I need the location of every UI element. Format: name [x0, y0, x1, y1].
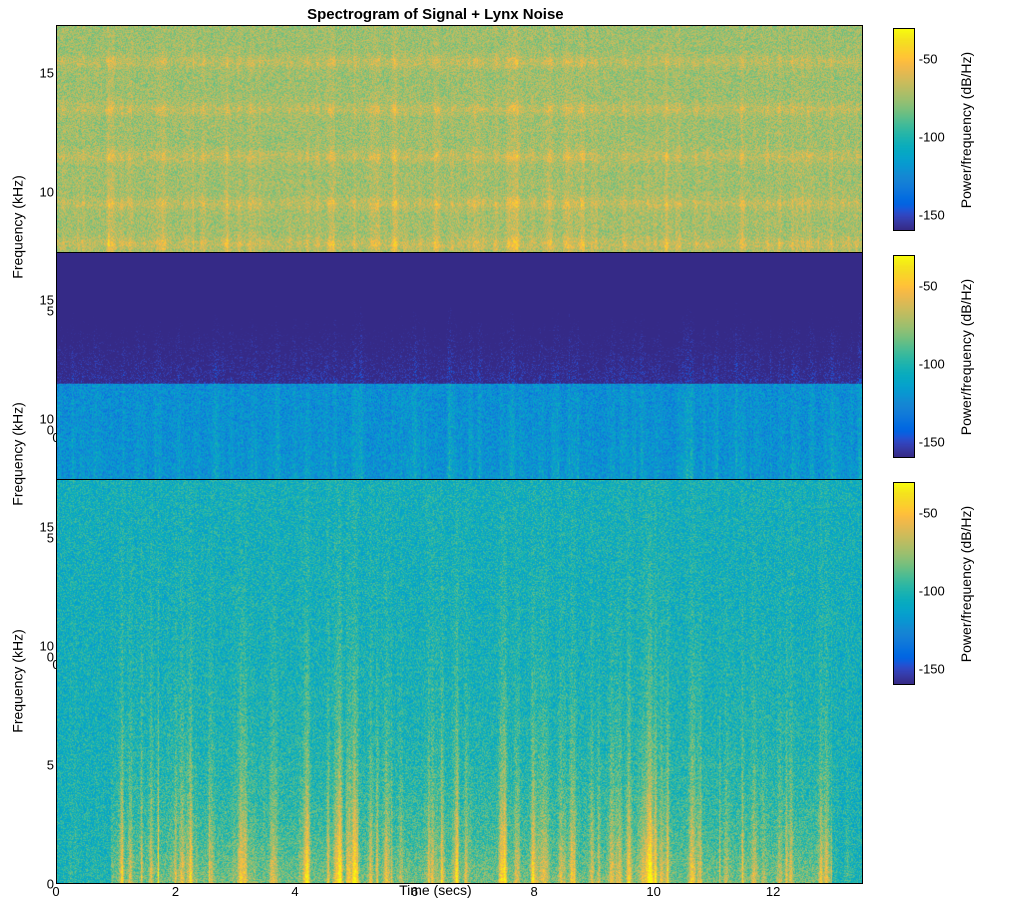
colorbar-ticks: -50 -100 -150 [915, 482, 955, 685]
colorbar-ticks: -50 -100 -150 [915, 28, 955, 231]
x-tick-label: 12 [766, 884, 780, 899]
y-axis-label: Frequency (kHz) [10, 403, 26, 506]
plot-with-yaxis: Frequency (kHz)051015 [8, 479, 863, 884]
plot-area [56, 479, 863, 884]
chart-column: Spectrogram of Signal + Lynx NoiseFreque… [8, 6, 863, 231]
y-ticks: 051015 [28, 479, 56, 884]
colorbar: -50 -100 -150 Power/frequency (dB/Hz) [863, 6, 1012, 231]
colorbar-tick-label: -150 [919, 208, 945, 223]
y-tick-label: 15 [40, 519, 54, 534]
y-tick-label: 10 [40, 411, 54, 426]
x-tick-label: 0 [52, 884, 59, 899]
colorbar-ticks: -50 -100 -150 [915, 255, 955, 458]
colorbar-tick-label: -50 [919, 506, 938, 521]
x-axis-label: Time (secs) [8, 882, 863, 898]
colorbar-tick-label: -50 [919, 52, 938, 67]
chart-column: Post Filtered Spectrogram of Signal + Ly… [8, 233, 863, 458]
y-tick-label: 15 [40, 65, 54, 80]
y-tick-label: 5 [47, 757, 54, 772]
colorbar-strip [893, 28, 915, 231]
colorbar-label: Power/frequency (dB/Hz) [958, 278, 974, 434]
colorbar-label: Power/frequency (dB/Hz) [958, 51, 974, 207]
y-tick-label: 10 [40, 184, 54, 199]
panel-title: Spectrogram of Signal + Lynx Noise [8, 6, 863, 23]
colorbar-tick-label: -100 [919, 584, 945, 599]
x-tick-label: 2 [172, 884, 179, 899]
spectrogram-image [56, 479, 863, 884]
x-tick-label: 6 [411, 884, 418, 899]
colorbar-tick-label: -100 [919, 357, 945, 372]
chart-panel: Spectrogram of Signal + Lynx NoiseFreque… [8, 6, 1012, 231]
figure: Spectrogram of Signal + Lynx Noise Freque… [0, 0, 1020, 683]
colorbar-label: Power/frequency (dB/Hz) [958, 505, 974, 661]
chart-panel: Spectrogram of Clean SignalFrequency (kH… [8, 460, 1012, 685]
colorbar-tick-label: -50 [919, 279, 938, 294]
y-axis-label: Frequency (kHz) [10, 176, 26, 279]
colorbar-strip [893, 482, 915, 685]
x-tick-label: 10 [646, 884, 660, 899]
chart-panel: Post Filtered Spectrogram of Signal + Ly… [8, 233, 1012, 458]
x-tick-label: 8 [530, 884, 537, 899]
y-axis-label: Frequency (kHz) [10, 630, 26, 733]
colorbar-tick-label: -100 [919, 130, 945, 145]
colorbar: -50 -100 -150 Power/frequency (dB/Hz) [863, 233, 1012, 458]
colorbar-tick-label: -150 [919, 435, 945, 450]
colorbar-tick-label: -150 [919, 662, 945, 677]
colorbar-strip [893, 255, 915, 458]
x-tick-label: 4 [291, 884, 298, 899]
chart-column: Spectrogram of Clean SignalFrequency (kH… [8, 460, 863, 685]
colorbar: -50 -100 -150 Power/frequency (dB/Hz) [863, 460, 1012, 685]
y-tick-label: 15 [40, 292, 54, 307]
y-tick-label: 10 [40, 638, 54, 653]
